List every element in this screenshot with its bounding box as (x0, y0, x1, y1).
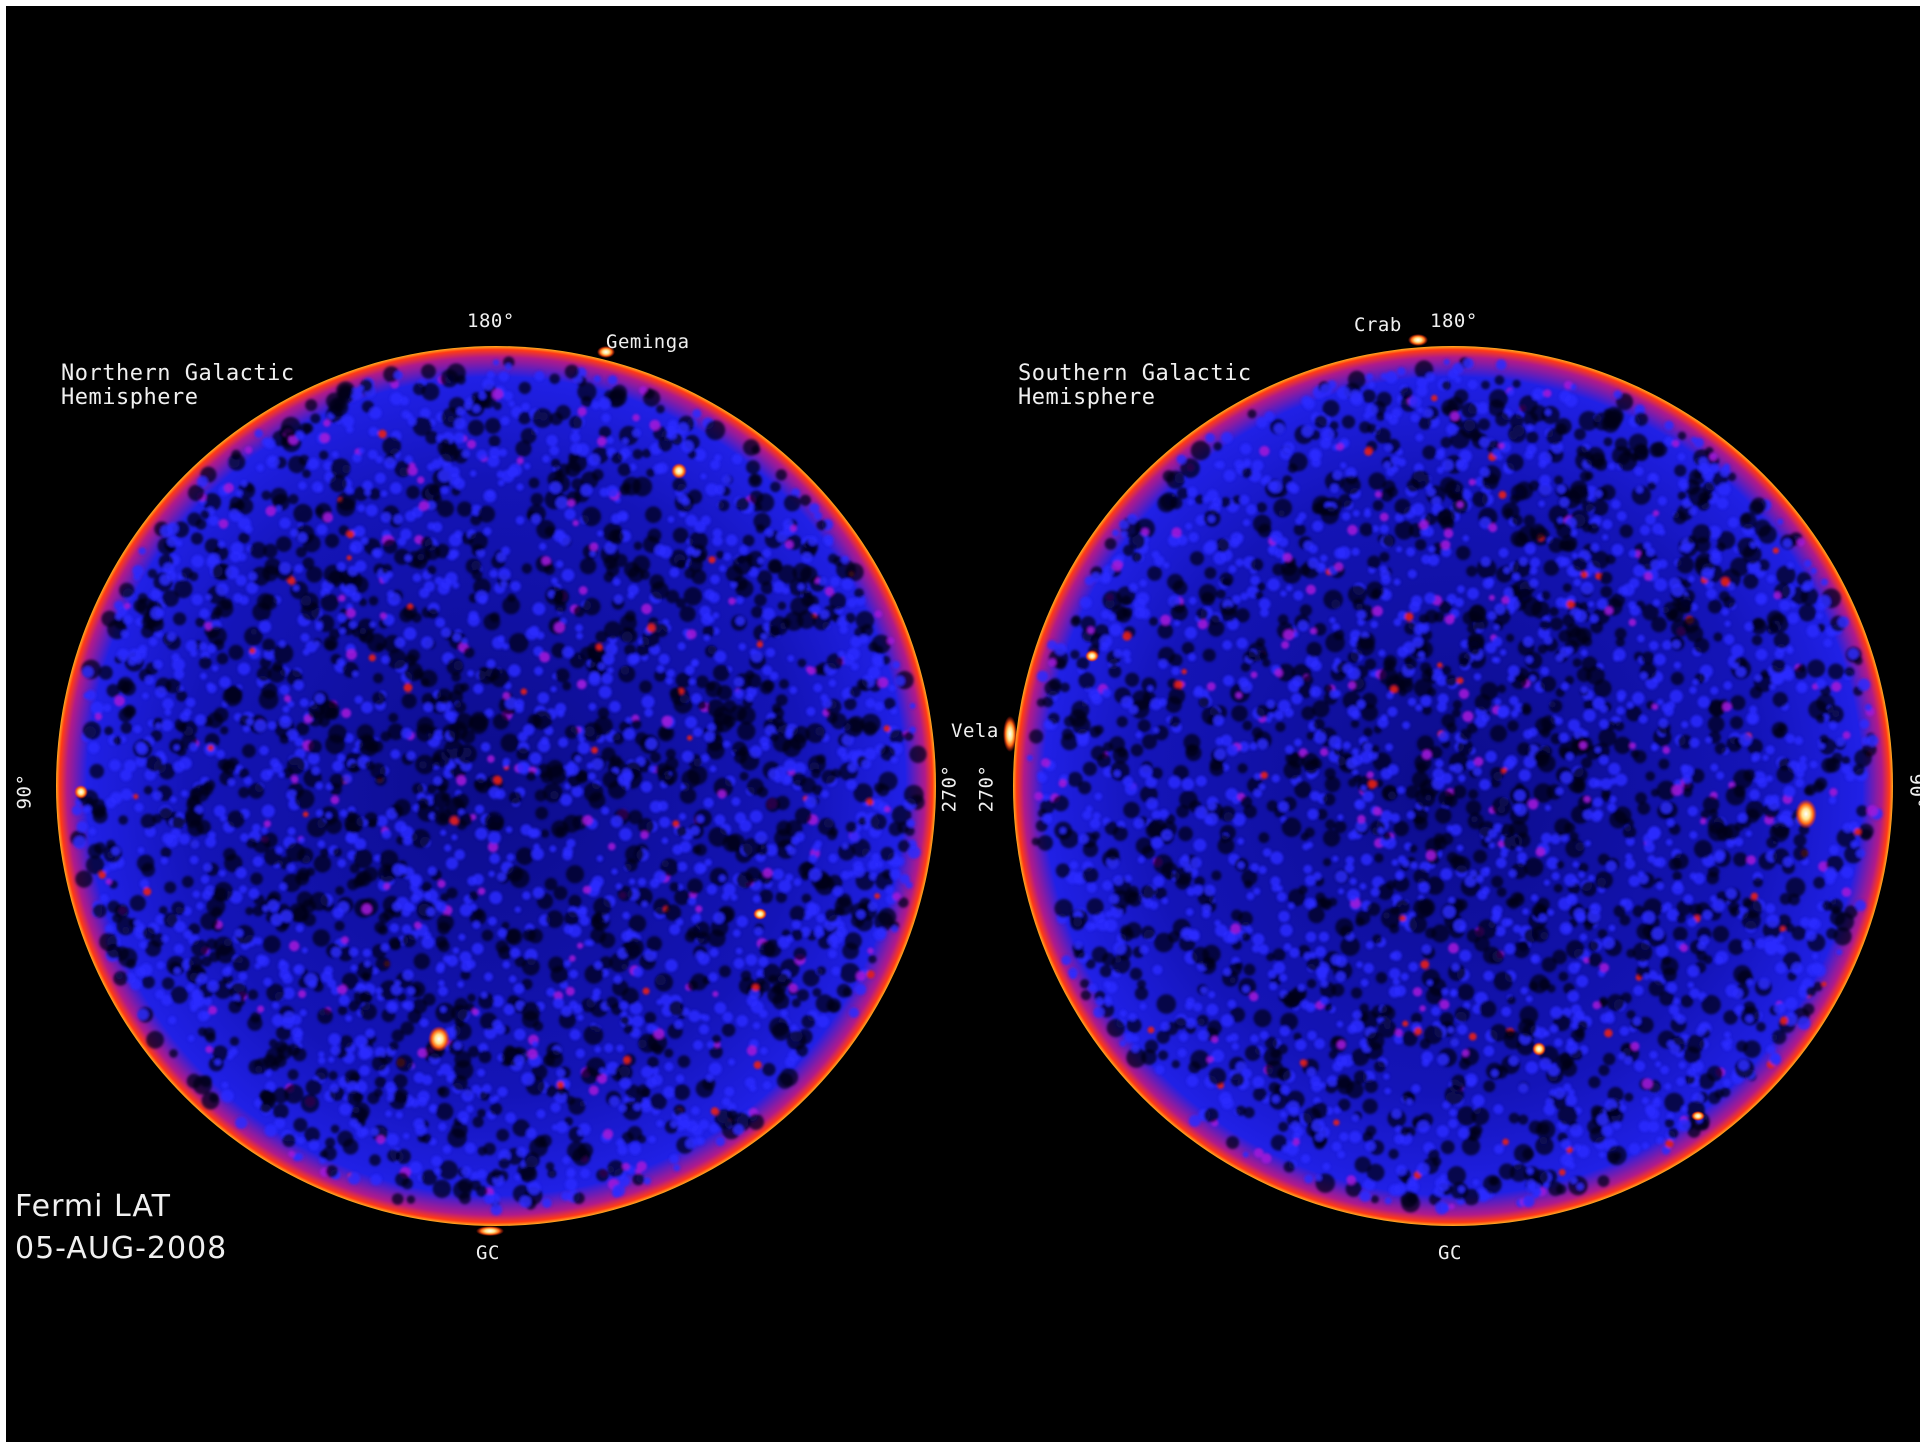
north-title-line1: Northern Galactic (61, 361, 295, 386)
north-top-longitude-label: 180° (467, 310, 515, 332)
south-hemisphere-title: Southern Galactic Hemisphere (1018, 362, 1252, 410)
south-title-line2: Hemisphere (1018, 385, 1156, 410)
vela-label: Vela (951, 720, 999, 742)
geminga-label: Geminga (606, 331, 690, 353)
north-bright-source-3 (74, 785, 88, 799)
north-title-line2: Hemisphere (61, 385, 199, 410)
north-right-longitude-label: 270° (938, 764, 961, 813)
vela-source-blob (1003, 716, 1017, 752)
south-bright-source-2 (1532, 1042, 1546, 1056)
south-bright-source-4 (1085, 650, 1099, 662)
north-hemisphere-disk (56, 346, 936, 1226)
south-top-longitude-label: 180° (1430, 310, 1478, 332)
south-bright-source-1 (1795, 799, 1817, 829)
crab-source-blob (1408, 334, 1428, 346)
date-caption: 05-AUG-2008 (15, 1231, 228, 1266)
south-bright-source-3 (1691, 1111, 1705, 1121)
south-right-longitude-label: 90° (1905, 773, 1920, 810)
north-hemisphere-title: Northern Galactic Hemisphere (61, 362, 295, 410)
sky-map-frame: Northern Galactic Hemisphere 180° Geming… (6, 6, 1920, 1442)
north-bright-source-1 (428, 1026, 450, 1052)
geminga-source-blob (597, 346, 615, 358)
north-bright-source-5 (476, 1226, 504, 1236)
bright-sources (74, 334, 1817, 1236)
south-bottom-gc-label: GC (1438, 1242, 1462, 1264)
south-hemisphere-disk (1013, 346, 1893, 1226)
north-bright-source-2 (671, 463, 687, 479)
north-bottom-gc-label: GC (476, 1242, 500, 1264)
south-left-longitude-label: 270° (975, 764, 998, 813)
south-title-line1: Southern Galactic (1018, 361, 1252, 386)
north-left-longitude-label: 90° (13, 773, 36, 810)
sky-map-svg (56, 334, 1893, 1236)
north-bright-source-4 (753, 908, 767, 920)
crab-label: Crab (1354, 314, 1402, 336)
instrument-caption: Fermi LAT (15, 1189, 171, 1224)
